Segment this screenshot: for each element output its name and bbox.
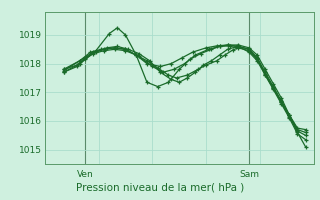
Text: Ven: Ven <box>77 170 93 179</box>
Text: Sam: Sam <box>239 170 259 179</box>
Text: Pression niveau de la mer( hPa ): Pression niveau de la mer( hPa ) <box>76 182 244 192</box>
